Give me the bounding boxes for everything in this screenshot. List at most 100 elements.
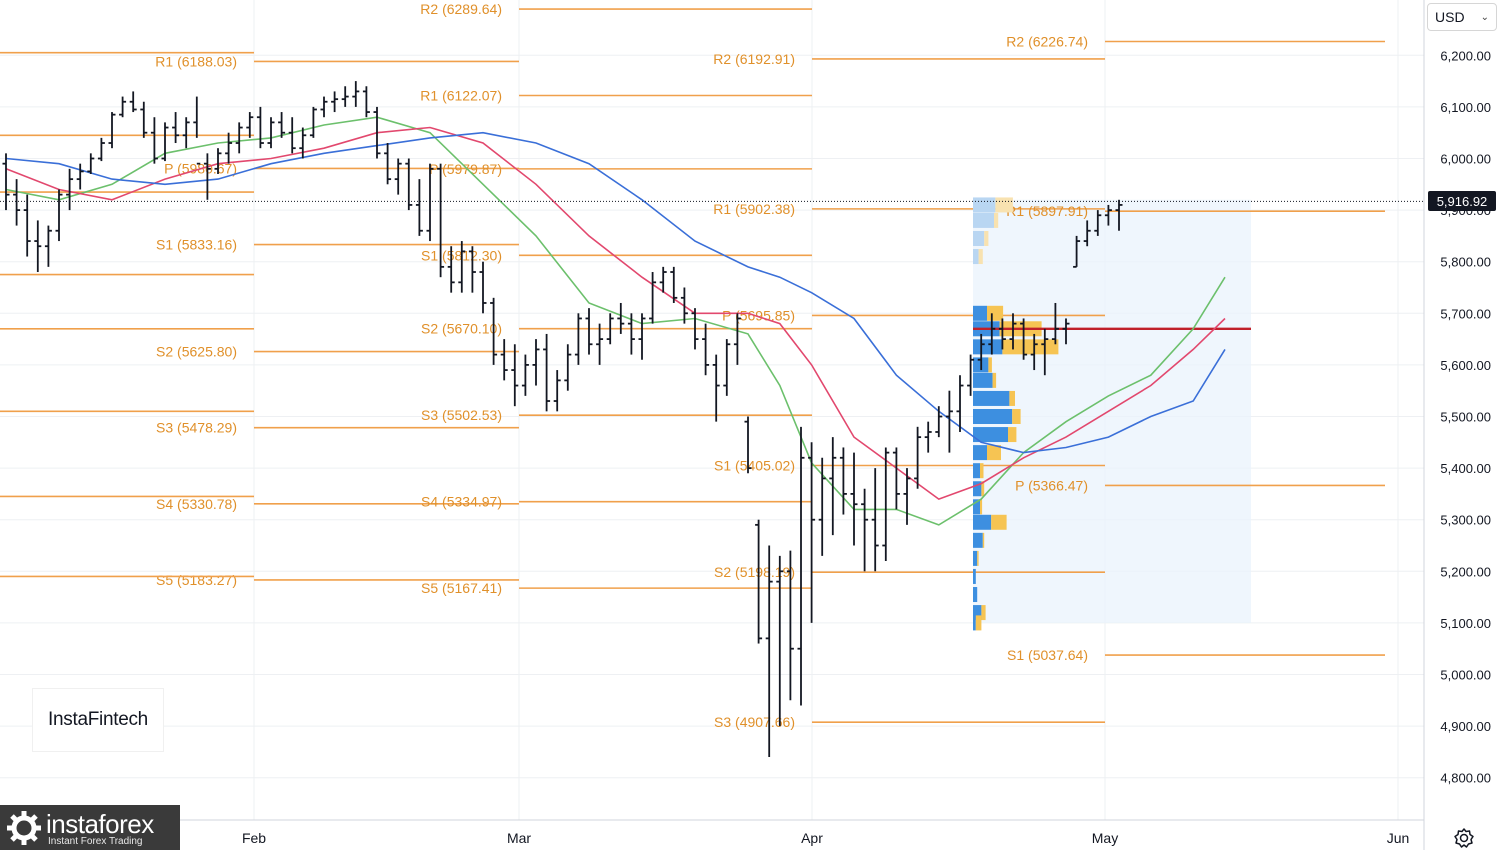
ohlc-bar [246, 112, 254, 138]
ohlc-bar [55, 189, 63, 242]
ohlc-bar [670, 266, 678, 303]
ohlc-bar [861, 488, 869, 572]
ohlc-bar [182, 117, 190, 149]
profile-bar-up [973, 587, 978, 603]
ohlc-bar [161, 122, 169, 162]
price-tick-label: 5,300.00 [1440, 513, 1491, 528]
ohlc-bar [532, 339, 540, 386]
ohlc-bar [44, 225, 52, 267]
ohlc-bar [320, 96, 328, 118]
ohlc-bar [447, 246, 455, 293]
time-tick-label: Apr [801, 830, 823, 846]
ohlc-bar [691, 308, 699, 350]
ohlc-bar [733, 313, 741, 365]
ohlc-bar [288, 117, 296, 154]
profile-bar-up [973, 212, 994, 228]
ohlc-bar [1051, 302, 1059, 345]
ohlc-bar [23, 194, 31, 257]
profile-bar-up [973, 305, 987, 321]
ohlc-bar [1041, 328, 1049, 376]
pivot-label: S3 (5502.53) [421, 407, 502, 423]
price-tick-label: 5,000.00 [1440, 668, 1491, 683]
ohlc-bar [2, 153, 10, 211]
price-tick-label: 5,200.00 [1440, 564, 1491, 579]
pivot-label: S3 (5478.29) [156, 420, 237, 436]
ohlc-bar [13, 179, 21, 226]
ohlc-bar [744, 416, 752, 474]
ohlc-bar [649, 272, 657, 324]
ohlc-bar [818, 457, 826, 556]
ohlc-bar [553, 370, 561, 412]
profile-bar-up [973, 550, 978, 566]
ohlc-bar [331, 91, 339, 113]
pivot-levels: R1 (6188.03)P (5980.67)S1 (5833.16)S2 (5… [0, 1, 1385, 730]
ohlc-bar [638, 313, 646, 360]
settings-gear-icon[interactable] [1452, 826, 1476, 850]
ohlc-bar [299, 127, 307, 159]
ohlc-bar [702, 323, 710, 376]
ohlc-bar [119, 96, 127, 118]
profile-bar-down [987, 305, 1004, 321]
profile-bar-up [973, 249, 979, 265]
ohlc-bar [1104, 204, 1112, 226]
pivot-label: R2 (6226.74) [1006, 34, 1088, 50]
price-tick-label: 6,100.00 [1440, 100, 1491, 115]
currency-selector[interactable]: USD ⌄ [1427, 3, 1497, 31]
ohlc-bar [596, 323, 604, 365]
pivot-label: S2 (5670.10) [421, 321, 502, 337]
ohlc-bar [362, 86, 370, 118]
profile-bar-down [984, 230, 989, 246]
ohlc-bar [256, 106, 264, 149]
time-axis[interactable]: Feb Mar Apr May Jun [0, 819, 1424, 846]
profile-bar-down [981, 605, 986, 621]
ohlc-bar [776, 555, 784, 727]
ohlc-bar [267, 117, 275, 149]
pivot-label: P (5366.47) [1015, 477, 1088, 493]
price-tick-label: 4,900.00 [1440, 719, 1491, 734]
time-tick-label: Mar [507, 830, 531, 846]
ohlc-bar [1030, 333, 1038, 371]
ohlc-bar [765, 545, 773, 758]
price-tick-label: 5,600.00 [1440, 358, 1491, 373]
ohlc-bar [172, 112, 180, 144]
ohlc-bar [34, 220, 42, 273]
ohlc-bar [797, 426, 805, 706]
ohlc-bar [140, 101, 148, 138]
ohlc-bar [437, 163, 445, 278]
ohlc-bar [278, 112, 286, 138]
pivot-label: S2 (5198.19) [714, 564, 795, 580]
brand-name: instaforex [46, 809, 154, 839]
ohlc-bar [511, 344, 519, 407]
ohlc-bar [394, 158, 402, 195]
pivot-label: S1 (5833.16) [156, 237, 237, 253]
price-axis[interactable]: 6,200.006,100.006,000.005,900.005,800.00… [1423, 0, 1491, 850]
brand-gear-icon [7, 811, 41, 845]
pivot-label: R1 (6122.07) [420, 88, 502, 104]
ohlc-bar [606, 313, 614, 345]
pivot-label: P (5695.85) [722, 307, 795, 323]
ohlc-bar [203, 153, 211, 200]
brand-banner: instaforex Instant Forex Trading [0, 805, 180, 850]
ohlc-bar [627, 313, 635, 355]
pivot-label: S1 (5037.64) [1007, 647, 1088, 663]
ohlc-bar [543, 333, 551, 412]
profile-bar-down [980, 499, 983, 515]
profile-bar-up [973, 339, 1003, 355]
ohlc-bar [998, 318, 1006, 350]
ohlc-bar [76, 163, 84, 190]
ohlc-bar [468, 246, 476, 293]
ohlc-bar [808, 442, 816, 623]
price-tick-label: 5,500.00 [1440, 410, 1491, 425]
ohlc-bar [225, 132, 233, 164]
profile-bar-up [973, 463, 980, 479]
ohlc-bar [341, 86, 349, 107]
ohlc-bar [680, 287, 688, 324]
volume-profile [973, 197, 1251, 631]
ohlc-bar [659, 266, 667, 293]
profile-bar-down [1012, 409, 1021, 424]
profile-bar-up [973, 615, 976, 631]
chevron-down-icon: ⌄ [1480, 11, 1489, 23]
profile-bar-up [973, 481, 982, 497]
ohlc-bar [193, 96, 201, 165]
